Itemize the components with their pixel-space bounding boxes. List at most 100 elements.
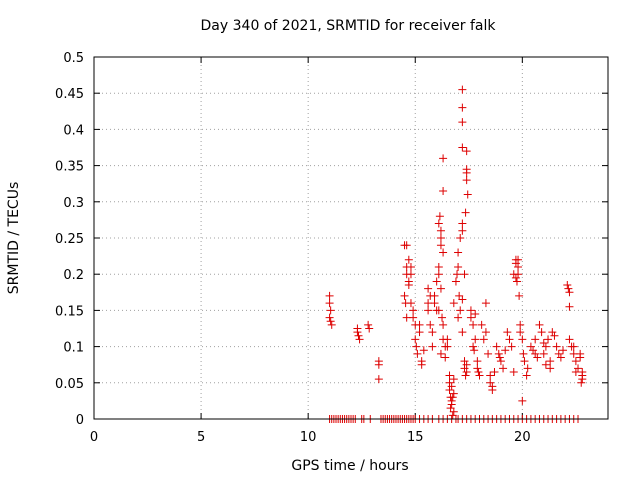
- data-point: [443, 335, 452, 344]
- data-point: [454, 248, 463, 257]
- data-point: [325, 291, 334, 300]
- data-point: [406, 270, 415, 279]
- data-point: [326, 306, 335, 315]
- data-point: [364, 320, 373, 329]
- data-point: [374, 360, 383, 369]
- data-point: [404, 255, 413, 264]
- data-point: [435, 212, 444, 221]
- data-point: [533, 353, 542, 362]
- data-point: [434, 306, 443, 315]
- data-point: [473, 364, 482, 373]
- data-point: [447, 400, 456, 409]
- data-point: [430, 291, 439, 300]
- data-point: [355, 335, 364, 344]
- data-point: [569, 342, 578, 351]
- data-point: [443, 342, 452, 351]
- data-point: [449, 299, 458, 308]
- data-point: [496, 357, 505, 366]
- data-point: [406, 299, 415, 308]
- data-point: [458, 295, 467, 304]
- data-point: [449, 389, 458, 398]
- data-point: [514, 262, 523, 271]
- data-point: [448, 411, 457, 420]
- data-point: [412, 342, 421, 351]
- data-point: [463, 190, 472, 199]
- data-point: [400, 291, 409, 300]
- data-point: [353, 328, 362, 337]
- data-point: [462, 147, 471, 156]
- data-point: [460, 270, 469, 279]
- data-point: [413, 349, 422, 358]
- data-point: [458, 85, 467, 94]
- data-point: [428, 342, 437, 351]
- data-point: [458, 226, 467, 235]
- data-point: [325, 299, 334, 308]
- data-point: [426, 320, 435, 329]
- y-tick-label: 0: [76, 413, 84, 428]
- y-tick-label: 0.5: [63, 51, 84, 66]
- x-tick-label: 20: [514, 430, 531, 445]
- data-point: [539, 349, 548, 358]
- data-point: [445, 386, 454, 395]
- x-axis-label: GPS time / hours: [291, 458, 408, 474]
- data-point: [454, 313, 463, 322]
- data-point: [449, 375, 458, 384]
- data-point: [559, 346, 568, 355]
- data-point: [458, 103, 467, 112]
- data-point: [539, 338, 548, 347]
- data-point: [453, 270, 462, 279]
- y-tick-label: 0.2: [63, 268, 84, 283]
- data-point: [516, 320, 525, 329]
- data-point: [541, 342, 550, 351]
- data-point: [473, 357, 482, 366]
- data-point: [518, 335, 527, 344]
- data-point: [432, 277, 441, 286]
- data-point: [374, 375, 383, 384]
- data-point: [501, 346, 510, 355]
- data-point: [451, 277, 460, 286]
- data-point: [492, 342, 501, 351]
- data-point: [481, 299, 490, 308]
- data-point: [576, 349, 585, 358]
- data-point: [486, 371, 495, 380]
- data-point: [523, 364, 532, 373]
- data-point: [477, 320, 486, 329]
- data-point: [469, 342, 478, 351]
- y-tick-label: 0.35: [55, 160, 84, 175]
- data-point: [454, 262, 463, 271]
- data-point: [474, 367, 483, 376]
- data-point: [537, 328, 546, 337]
- data-point: [520, 357, 529, 366]
- data-point: [417, 360, 426, 369]
- x-tick-label: 10: [300, 430, 317, 445]
- data-point: [516, 328, 525, 337]
- data-point: [515, 291, 524, 300]
- data-point: [550, 331, 559, 340]
- data-point: [449, 407, 458, 416]
- data-point: [434, 270, 443, 279]
- data-point: [505, 335, 514, 344]
- data-point: [406, 262, 415, 271]
- data-point: [438, 313, 447, 322]
- data-point: [486, 378, 495, 387]
- data-point: [462, 168, 471, 177]
- data-point: [503, 328, 512, 337]
- data-point: [434, 262, 443, 271]
- data-point: [495, 353, 504, 362]
- data-point: [461, 208, 470, 217]
- data-point: [439, 320, 448, 329]
- data-point: [462, 367, 471, 376]
- data-point: [424, 284, 433, 293]
- data-point: [445, 378, 454, 387]
- data-point: [458, 143, 467, 152]
- data-point: [529, 346, 538, 355]
- data-point: [578, 375, 587, 384]
- y-tick-label: 0.25: [55, 232, 84, 247]
- data-point: [436, 349, 445, 358]
- data-point: [514, 270, 523, 279]
- grid: [94, 57, 608, 419]
- data-point: [494, 349, 503, 358]
- data-point: [448, 393, 457, 402]
- x-tick-label: 5: [197, 430, 205, 445]
